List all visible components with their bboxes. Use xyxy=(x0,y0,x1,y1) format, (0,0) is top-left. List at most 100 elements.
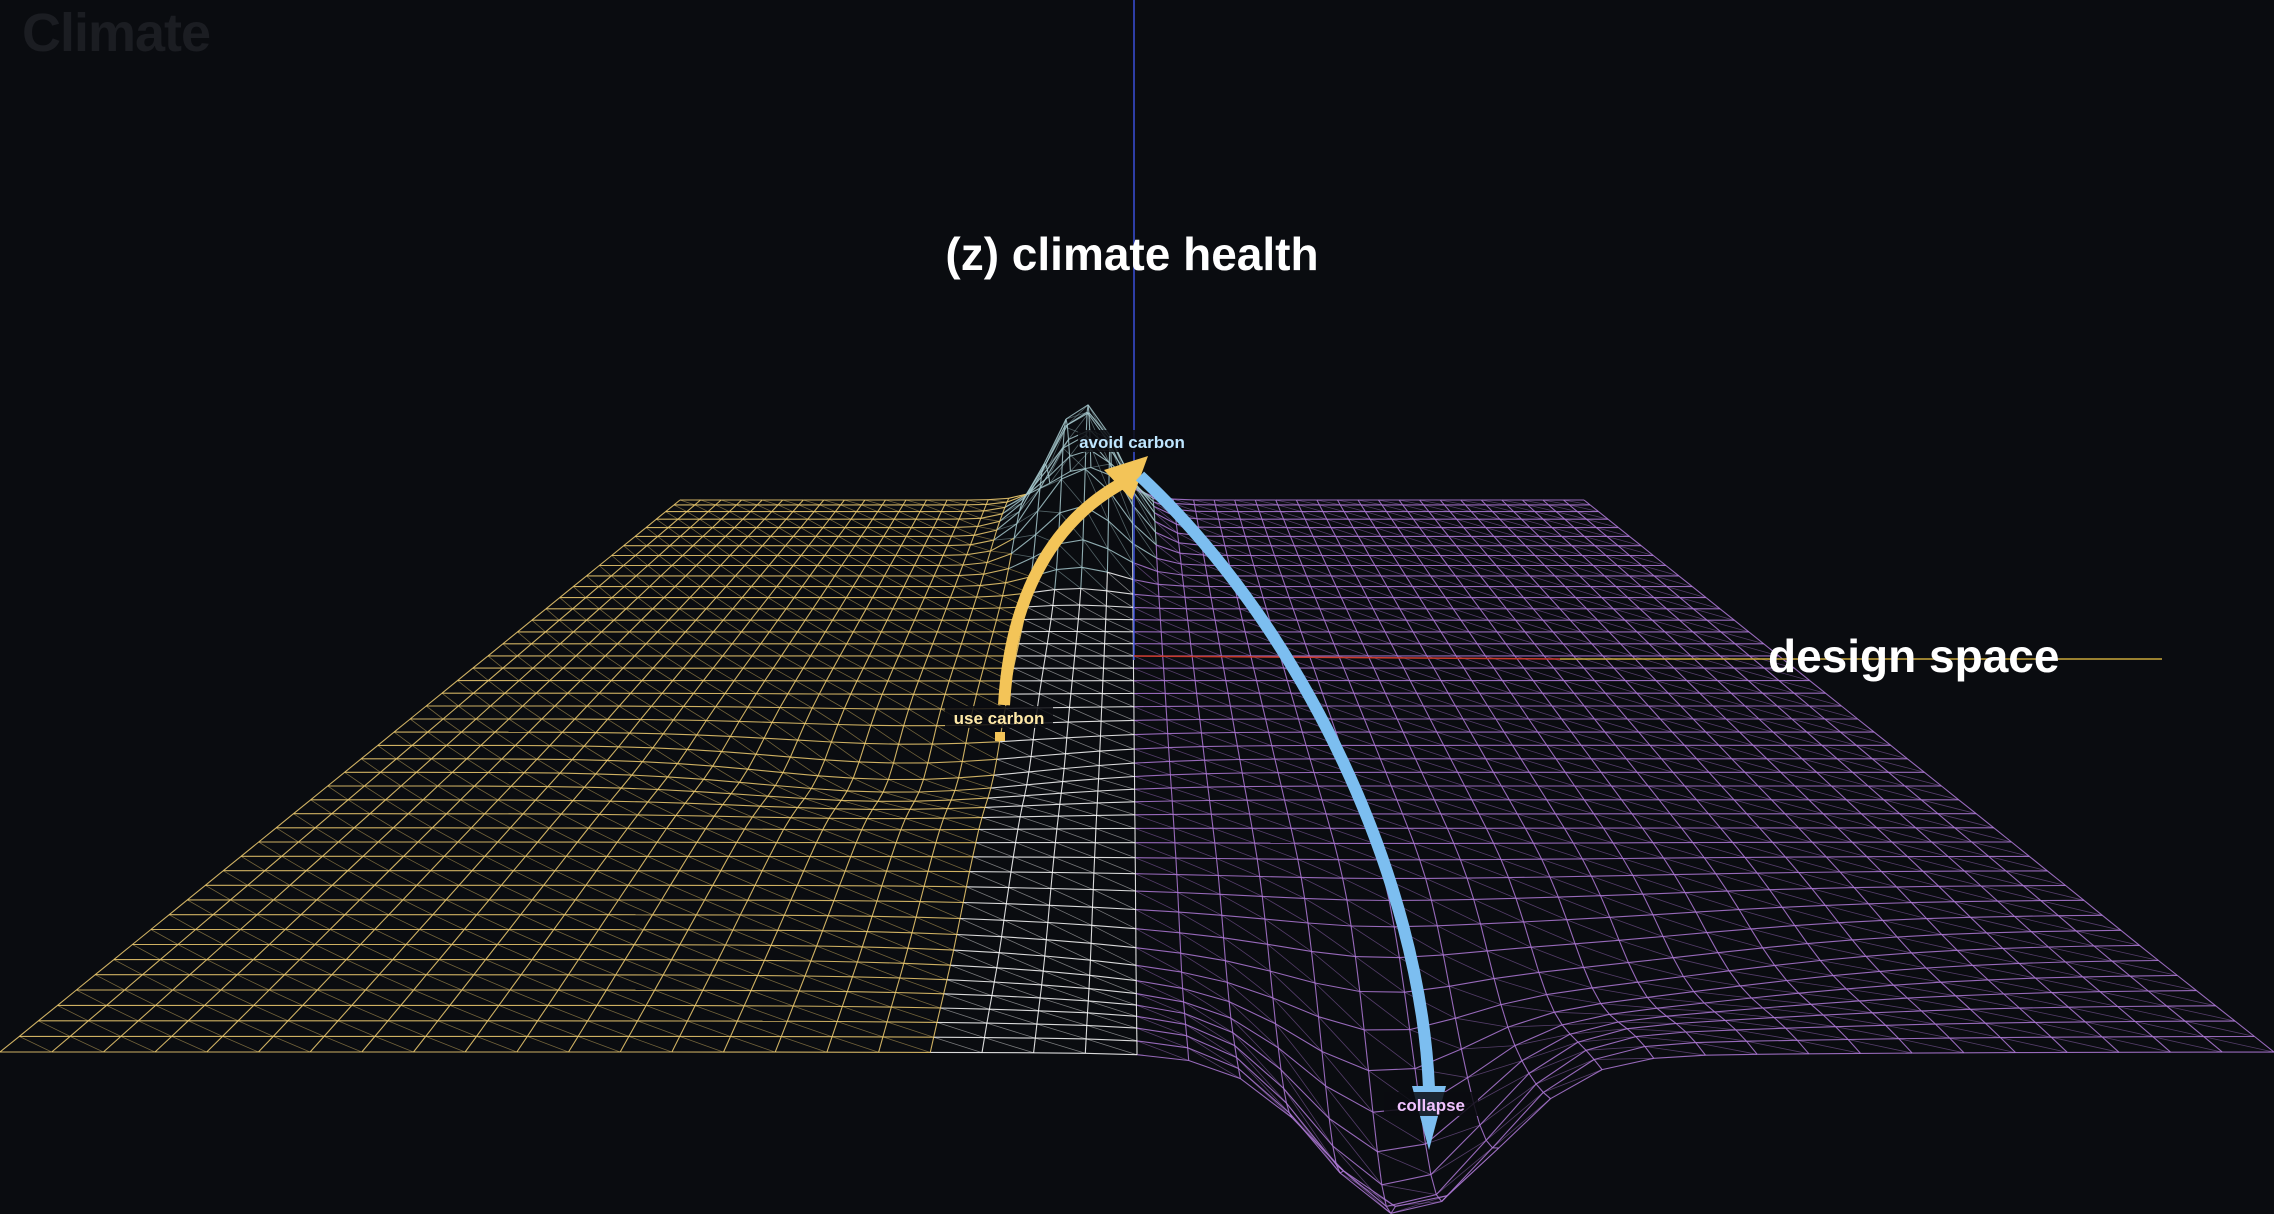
mesh-segment xyxy=(710,565,721,577)
mesh-segment xyxy=(1468,631,1506,645)
mesh-segment xyxy=(759,608,779,621)
mesh-segment xyxy=(734,527,749,537)
mesh-segment xyxy=(1549,597,1587,610)
mesh-segment xyxy=(790,899,829,917)
mesh-segment xyxy=(656,518,669,528)
mesh-segment xyxy=(595,773,622,789)
mesh-segment xyxy=(284,959,301,976)
mesh-segment xyxy=(1705,1053,1758,1056)
mesh-segment xyxy=(703,778,740,783)
mesh-segment xyxy=(498,1005,538,1022)
mesh-segment xyxy=(810,775,819,789)
mesh-segment xyxy=(1453,843,1502,860)
mesh-segment xyxy=(268,929,286,945)
mesh-segment xyxy=(1181,972,1184,989)
mesh-segment xyxy=(520,914,554,930)
mesh-segment xyxy=(1230,1017,1282,1070)
mesh-segment xyxy=(1385,771,1429,787)
mesh-segment xyxy=(1362,643,1398,657)
mesh-segment xyxy=(484,813,511,829)
mesh-segment xyxy=(704,899,741,916)
mesh-segment xyxy=(909,808,948,810)
mesh-segment xyxy=(323,1020,339,1037)
mesh-segment xyxy=(872,809,906,819)
mesh-segment xyxy=(584,745,619,748)
mesh-segment xyxy=(828,808,836,819)
mesh-segment xyxy=(877,536,885,546)
mesh-segment xyxy=(1826,856,1882,872)
mesh-segment xyxy=(869,655,894,669)
mesh-segment xyxy=(1635,1031,1686,1038)
mesh-segment xyxy=(289,884,317,901)
mesh-segment xyxy=(1839,871,1897,888)
mesh-segment xyxy=(812,597,821,610)
mesh-segment xyxy=(815,536,833,547)
mesh-segment xyxy=(800,555,818,566)
mesh-segment xyxy=(1049,904,1092,926)
mesh-segment xyxy=(797,723,806,741)
mesh-segment xyxy=(1533,680,1575,694)
mesh-segment xyxy=(1061,478,1085,507)
mesh-segment xyxy=(768,619,779,633)
mesh-segment xyxy=(785,608,806,621)
mesh-segment xyxy=(1735,1027,1786,1031)
mesh-segment xyxy=(956,918,961,935)
mesh-segment xyxy=(155,989,174,1006)
mesh-segment xyxy=(1543,1059,1595,1093)
mesh-segment xyxy=(834,565,843,577)
mesh-segment xyxy=(1051,857,1055,873)
mesh-segment xyxy=(1185,1023,1235,1047)
mesh-segment xyxy=(953,949,997,969)
mesh-segment xyxy=(882,779,889,793)
mesh-segment xyxy=(1534,511,1565,520)
mesh-segment xyxy=(1703,667,1749,681)
mesh-segment xyxy=(378,974,414,991)
mesh-segment xyxy=(662,733,688,750)
mesh-segment xyxy=(1415,758,1458,773)
mesh-segment xyxy=(472,655,489,669)
mesh-segment xyxy=(1485,758,1530,773)
mesh-segment xyxy=(461,989,500,1006)
mesh-segment xyxy=(1705,731,1754,746)
mesh-segment xyxy=(852,575,861,587)
mesh-segment xyxy=(751,655,774,669)
mesh-segment xyxy=(629,732,664,735)
mesh-segment xyxy=(1006,498,1010,503)
mesh-segment xyxy=(1673,952,1719,959)
mesh-segment xyxy=(824,619,833,633)
mesh-segment xyxy=(1193,667,1226,681)
mesh-segment xyxy=(1340,545,1370,556)
mesh-segment xyxy=(272,1020,289,1037)
mesh-segment xyxy=(1003,919,1048,924)
mesh-segment xyxy=(1759,827,1813,843)
mesh-segment xyxy=(187,899,214,916)
mesh-segment xyxy=(1706,643,1750,657)
mesh-segment xyxy=(57,1005,89,1022)
mesh-segment xyxy=(237,1005,255,1022)
mesh-segment xyxy=(1399,499,1424,506)
mesh-segment xyxy=(438,959,474,976)
mesh-segment xyxy=(1170,773,1207,776)
mesh-segment xyxy=(661,692,684,707)
mesh-segment xyxy=(1486,827,1534,844)
mesh-segment xyxy=(706,719,740,722)
mesh-segment xyxy=(783,900,792,916)
mesh-segment xyxy=(787,680,797,695)
mesh-segment xyxy=(647,789,659,803)
mesh-segment xyxy=(1208,586,1238,598)
mesh-segment xyxy=(1480,923,1532,948)
mesh-segment xyxy=(1106,605,1134,621)
mesh-segment xyxy=(1136,993,1184,1003)
mesh-segment xyxy=(861,504,878,512)
mesh-segment xyxy=(464,1036,477,1053)
mesh-segment xyxy=(1026,604,1053,608)
mesh-segment xyxy=(532,899,565,916)
mesh-segment xyxy=(911,932,954,951)
mesh-segment xyxy=(1251,827,1295,844)
mesh-segment xyxy=(1542,518,1575,528)
mesh-segment xyxy=(1381,1184,1437,1195)
mesh-segment xyxy=(1386,1194,1437,1207)
mesh-segment xyxy=(1734,643,1779,657)
mesh-segment xyxy=(771,707,781,723)
mesh-segment xyxy=(1236,1057,1287,1104)
